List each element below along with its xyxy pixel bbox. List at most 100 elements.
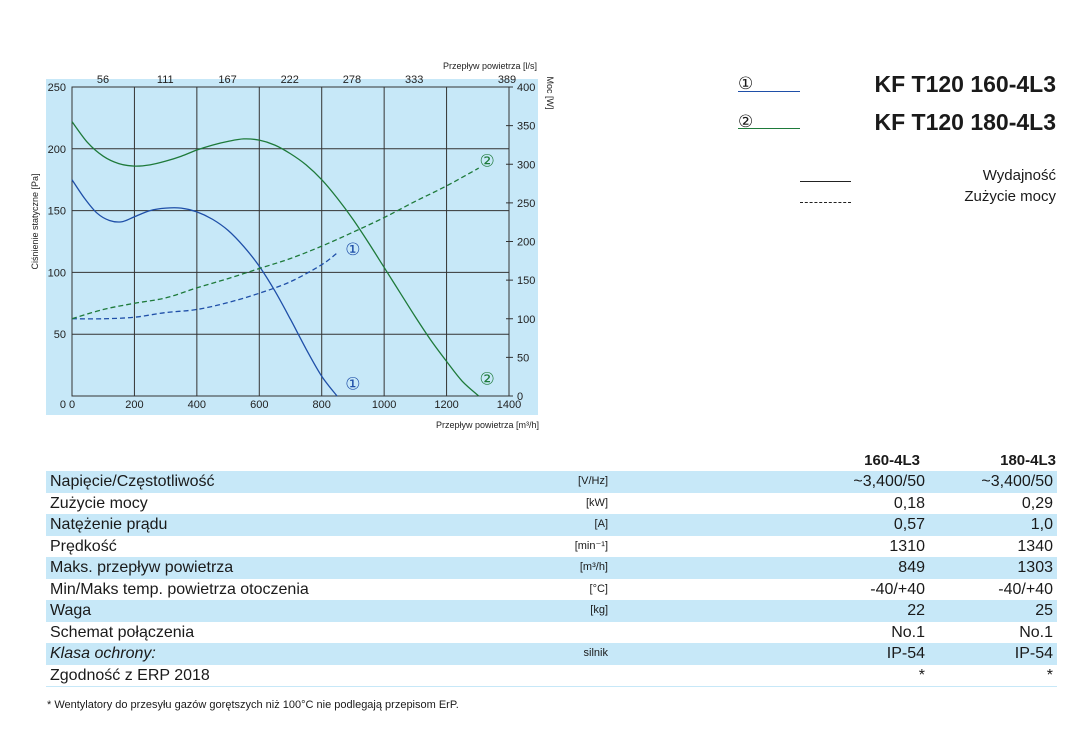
row-unit: [A] xyxy=(404,514,622,536)
row-unit: [°C] xyxy=(589,582,608,595)
row-label: Min/Maks temp. powietrza otoczenia xyxy=(50,580,309,598)
y-right-tick-label: 300 xyxy=(517,159,535,171)
x-tick-label: 600 xyxy=(250,399,268,411)
x-top-tick-label: 333 xyxy=(405,74,423,86)
row-label: Prędkość xyxy=(50,537,117,555)
table-row: Prędkość [min⁻¹] 1310 1340 xyxy=(46,536,1057,558)
row-value-180: 1,0 xyxy=(929,514,1057,536)
row-value-160: 0,57 xyxy=(801,514,929,536)
row-spacer xyxy=(622,471,801,493)
legend-line-1 xyxy=(738,91,800,92)
row-unit xyxy=(404,622,622,644)
row-label: Maks. przepływ powietrza xyxy=(46,557,404,579)
row-value-180: 0,29 xyxy=(1021,494,1053,512)
x-top-tick-label: 222 xyxy=(281,74,299,86)
legend-num-2: ② xyxy=(738,112,754,131)
table-row: Min/Maks temp. powietrza otoczenia [°C] -4… xyxy=(46,579,1057,601)
row-spacer xyxy=(622,557,801,579)
row-spacer xyxy=(622,664,801,687)
table-col-180: 180-4L3 xyxy=(1000,452,1056,469)
row-value-180: * xyxy=(929,664,1057,687)
x-top-axis-title: Przepływ powietrza [l/s] xyxy=(443,61,537,71)
legend-model-1: KF T120 160-4L3 xyxy=(874,71,1056,97)
row-label: Zużycie mocy xyxy=(50,494,148,512)
table-col-160: 160-4L3 xyxy=(864,452,920,469)
row-unit: [kW] xyxy=(586,496,608,509)
row-value-180: No.1 xyxy=(1019,623,1053,641)
table-row: Napięcie/Częstotliwość [V/Hz] ~3,400/50 ~3,… xyxy=(46,471,1057,493)
row-label: Waga xyxy=(46,600,404,622)
curve-marker: ① xyxy=(345,240,360,260)
y-left-tick-label: 150 xyxy=(48,206,66,218)
y-right-tick-label: 250 xyxy=(517,198,535,210)
row-label: Natężenie prądu xyxy=(46,514,404,536)
table-row: Schemat połączenia No.1 No.1 xyxy=(46,622,1057,644)
row-value-180: IP-54 xyxy=(929,643,1057,665)
row-label: Klasa ochrony: xyxy=(46,643,404,665)
footnote: * Wentylatory do przesyłu gazów gorętszy… xyxy=(47,699,459,711)
row-unit: [min⁻¹] xyxy=(574,539,608,552)
x-tick-label: 1400 xyxy=(497,399,521,411)
row-label: Zgodność z ERP 2018 xyxy=(46,664,404,687)
row-spacer xyxy=(622,579,801,601)
table-row: Waga [kg] 22 25 xyxy=(46,600,1057,622)
row-value-180: -40/+40 xyxy=(998,580,1053,598)
legend-dashed-line xyxy=(800,202,851,203)
x-tick-label: 400 xyxy=(188,399,206,411)
table-row: Maks. przepływ powietrza [m³/h] 849 1303 xyxy=(46,557,1057,579)
series-line-power-1 xyxy=(71,252,338,320)
row-value-160: * xyxy=(801,664,929,687)
row-value-160: 1310 xyxy=(889,537,925,555)
y-right-tick-label: 50 xyxy=(517,352,529,364)
row-value-180: 1303 xyxy=(929,557,1057,579)
x-axis-title: Przepływ powietrza [m³/h] xyxy=(436,420,539,430)
row-unit: [V/Hz] xyxy=(404,471,622,493)
y-left-tick-label: 200 xyxy=(48,144,66,156)
y-left-zero-label: 0 xyxy=(60,399,66,411)
table-row: Klasa ochrony: silnik IP-54 IP-54 xyxy=(46,643,1057,665)
curve-marker: ② xyxy=(480,151,495,171)
y-right-tick-label: 350 xyxy=(517,121,535,133)
row-unit xyxy=(404,664,622,687)
x-top-tick-label: 56 xyxy=(97,74,109,86)
row-value-160: IP-54 xyxy=(801,643,929,665)
y-right-tick-label: 150 xyxy=(517,275,535,287)
row-unit: silnik xyxy=(404,643,622,665)
row-value-160: 849 xyxy=(801,557,929,579)
y-left-tick-label: 50 xyxy=(54,329,66,341)
y-left-tick-label: 250 xyxy=(48,82,66,94)
x-tick-label: 1200 xyxy=(434,399,458,411)
y-left-tick-label: 100 xyxy=(48,267,66,279)
row-spacer xyxy=(622,514,801,536)
row-value-160: No.1 xyxy=(891,623,925,641)
row-value-180: 25 xyxy=(929,600,1057,622)
table-row: Natężenie prądu [A] 0,57 1,0 xyxy=(46,514,1057,536)
legend-num-1: ① xyxy=(738,74,754,93)
series-line-power-2 xyxy=(71,167,480,320)
row-unit: [m³/h] xyxy=(404,557,622,579)
spec-table: Napięcie/Częstotliwość [V/Hz] ~3,400/50 ~3,… xyxy=(46,471,1057,687)
row-spacer xyxy=(622,622,801,644)
x-tick-label: 200 xyxy=(125,399,143,411)
y-right-tick-label: 200 xyxy=(517,237,535,249)
x-tick-label: 1000 xyxy=(372,399,396,411)
x-top-tick-label: 111 xyxy=(157,74,174,86)
curve-marker: ② xyxy=(480,370,495,390)
x-top-tick-label: 389 xyxy=(498,74,516,86)
row-spacer xyxy=(622,493,801,515)
x-tick-label: 0 xyxy=(69,399,75,411)
legend-kind-performance: Wydajność xyxy=(982,167,1056,184)
row-spacer xyxy=(622,536,801,558)
row-value-180: 1340 xyxy=(1017,537,1053,555)
row-value-160: 0,18 xyxy=(893,494,925,512)
row-value-160: 22 xyxy=(801,600,929,622)
legend-solid-line xyxy=(800,181,851,182)
row-label: Schemat połączenia xyxy=(50,623,195,641)
row-spacer xyxy=(622,643,801,665)
table-row: Zużycie mocy [kW] 0,18 0,29 xyxy=(46,493,1057,515)
x-top-tick-label: 278 xyxy=(343,74,361,86)
row-value-160: ~3,400/50 xyxy=(801,471,929,493)
series-line-pressure-1 xyxy=(71,179,338,397)
legend-line-2 xyxy=(738,128,800,129)
